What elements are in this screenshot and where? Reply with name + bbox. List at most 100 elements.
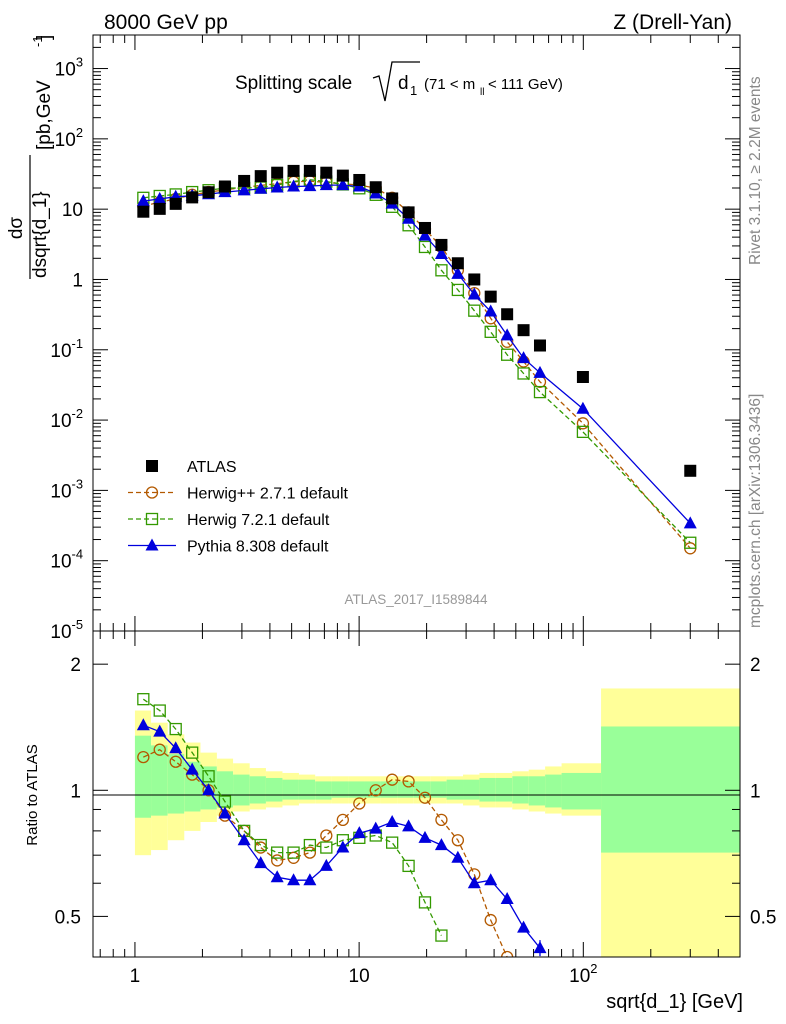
ratio-y-tick-label-right: 0.5 [750,907,776,928]
legend-marker [145,486,159,499]
header-right: Z (Drell-Yan) [613,11,732,34]
data-point [153,704,166,717]
main-title-root-arg: d [398,73,409,94]
ratio-y-tick-label-left: 2 [70,655,81,676]
data-point [467,876,481,889]
ratio-series-group [136,693,547,957]
ratio-inner-band [479,777,496,802]
data-point [270,180,284,193]
data-point [386,773,399,786]
data-point [238,174,251,187]
ratio-series-layer [136,693,547,957]
data-point [353,173,366,186]
ratio-inner-band [233,774,250,806]
data-point [336,169,349,182]
legend-marker [145,538,159,551]
data-point [500,348,514,361]
main-axis-ticks: 10-5 10-4 10-3 10-2 10-1 1 10 102 103 [50,34,741,643]
data-point [418,896,432,909]
data-point [153,202,166,215]
data-point [386,192,399,205]
legend-label: Herwig++ 2.7.1 default [187,486,349,503]
data-point [353,797,366,810]
rivet-version-text: Rivet 3.1.10, ≥ 2.2M events [747,76,764,265]
data-point [435,813,448,827]
ratio-inner-band [282,779,299,800]
data-point [153,743,166,756]
y-tick-label: 10-3 [50,476,83,502]
data-point [319,178,333,191]
data-point [468,273,481,286]
data-point [517,324,530,337]
data-point [468,304,481,317]
data-point [418,791,432,804]
data-point [484,325,497,338]
data-point [303,873,317,886]
data-point [254,856,268,869]
data-point [418,228,432,241]
data-point [683,516,697,529]
ratio-y-tick-label-left: 1 [70,781,81,802]
data-point [287,846,300,859]
data-point [271,854,284,867]
ratio-inner-band [601,726,740,853]
y-label-numerator: dσ [6,217,27,240]
ratio-inner-band [413,781,431,798]
y-tick-label: 102 [55,125,83,151]
data-point [336,813,349,827]
data-point [218,806,232,819]
data-point [451,266,465,279]
main-title-range-prefix: (71 < m [424,76,475,93]
data-point [517,920,531,933]
data-point [319,858,333,871]
data-point [500,328,514,341]
main-title: Splitting scale d 1 (71 < m ll < 111 GeV… [235,61,563,102]
y-tick-label: 10-1 [50,336,83,362]
y-tick-label: 10-4 [50,547,83,573]
ratio-inner-band [167,754,185,814]
main-title-root-sub: 1 [410,83,417,98]
data-point [303,838,317,852]
ratio-inner-band [463,779,480,800]
ratio-inner-band [512,776,529,804]
data-point [336,840,350,853]
data-point [500,892,514,905]
data-point [202,770,215,783]
data-point [369,181,382,194]
series-line [142,698,442,936]
ratio-y-tick-label-right: 2 [750,655,761,676]
y-label-denominator: dsqrt{d_1} [30,191,51,278]
data-point [434,838,448,851]
y-label-unit-exp: -1 [30,35,45,47]
data-point [576,370,589,383]
data-point [271,846,284,859]
data-point [385,815,399,828]
data-point [451,283,465,297]
data-point [501,950,514,957]
data-point [254,838,267,852]
data-point [484,304,498,317]
ratio-inner-band [216,771,234,808]
data-point [303,164,316,177]
y-axis-label: dσ dsqrt{d_1} [pb,GeV -1 ] [6,35,55,279]
data-point [136,194,150,207]
data-point [451,850,465,863]
data-point [533,365,547,378]
data-point [270,870,284,883]
data-point [254,170,267,183]
ratio-inner-band [249,776,266,804]
data-point [533,385,547,399]
x-axis-label: sqrt{d_1} [GeV] [606,991,743,1013]
ratio-y-tick-label-left: 0.5 [55,907,81,928]
data-point [336,178,350,191]
data-point [435,264,448,277]
ratio-inner-band [446,779,464,800]
data-point [169,197,182,210]
ratio-frame [92,630,741,958]
root-sign-icon [372,61,420,102]
data-point [451,834,465,847]
data-point [484,290,497,303]
data-point [320,841,333,854]
data-point [576,417,590,430]
